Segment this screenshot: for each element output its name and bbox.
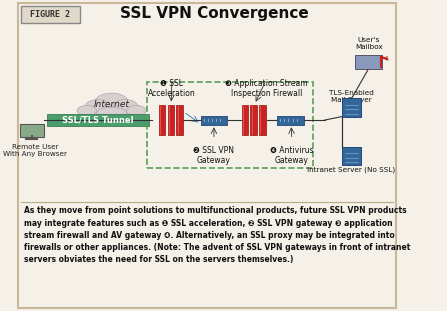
FancyBboxPatch shape bbox=[355, 55, 382, 69]
Text: FIGURE 2: FIGURE 2 bbox=[30, 10, 71, 19]
FancyBboxPatch shape bbox=[176, 104, 183, 136]
Text: Internet: Internet bbox=[93, 100, 130, 109]
FancyBboxPatch shape bbox=[159, 104, 165, 136]
FancyBboxPatch shape bbox=[242, 104, 248, 136]
Text: TLS-Enabled
Mail Server: TLS-Enabled Mail Server bbox=[329, 90, 374, 103]
FancyBboxPatch shape bbox=[201, 116, 227, 124]
Ellipse shape bbox=[95, 93, 128, 111]
Ellipse shape bbox=[77, 105, 97, 116]
Text: SSL VPN Convergence: SSL VPN Convergence bbox=[120, 6, 309, 21]
FancyBboxPatch shape bbox=[20, 124, 44, 137]
Ellipse shape bbox=[85, 100, 110, 113]
Ellipse shape bbox=[127, 105, 146, 116]
Text: Remote User
With Any Browser: Remote User With Any Browser bbox=[3, 144, 67, 157]
Text: ❶ SSL
Acceleration: ❶ SSL Acceleration bbox=[148, 79, 196, 99]
FancyBboxPatch shape bbox=[168, 104, 174, 136]
FancyBboxPatch shape bbox=[18, 3, 396, 308]
Text: ❸ Application Stream
Inspection Firewall: ❸ Application Stream Inspection Firewall bbox=[225, 79, 308, 99]
Ellipse shape bbox=[113, 100, 138, 113]
FancyBboxPatch shape bbox=[342, 147, 361, 165]
Ellipse shape bbox=[97, 107, 127, 119]
Text: SSL/TLS Tunnel: SSL/TLS Tunnel bbox=[63, 116, 134, 124]
Text: User's
Mailbox: User's Mailbox bbox=[355, 36, 383, 49]
Text: Intranet Server (No SSL): Intranet Server (No SSL) bbox=[308, 167, 396, 174]
Text: ❷ SSL VPN
Gateway: ❷ SSL VPN Gateway bbox=[194, 146, 234, 165]
FancyBboxPatch shape bbox=[277, 116, 304, 124]
FancyBboxPatch shape bbox=[342, 99, 361, 117]
Text: As they move from point solutions to multifunctional products, future SSL VPN pr: As they move from point solutions to mul… bbox=[25, 207, 411, 264]
FancyBboxPatch shape bbox=[21, 6, 80, 23]
FancyBboxPatch shape bbox=[250, 104, 257, 136]
FancyBboxPatch shape bbox=[259, 104, 266, 136]
FancyArrow shape bbox=[47, 114, 148, 126]
Text: ❹ Antivirus
Gateway: ❹ Antivirus Gateway bbox=[270, 146, 314, 165]
